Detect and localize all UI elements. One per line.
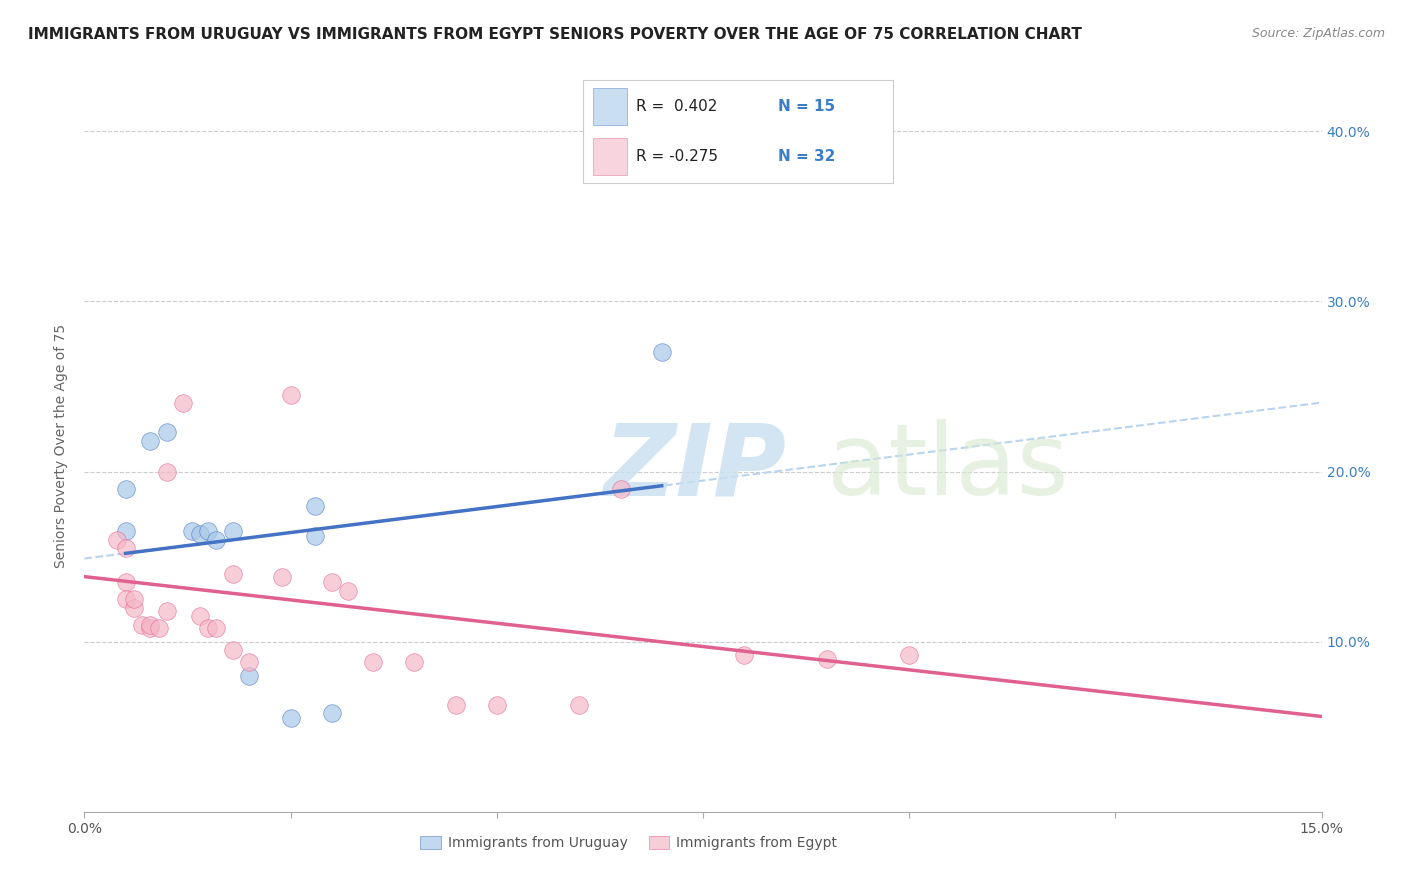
- Point: [197, 524, 219, 538]
- Point: [172, 396, 194, 410]
- Point: [139, 621, 162, 635]
- Point: [280, 711, 302, 725]
- Point: [361, 655, 384, 669]
- Point: [114, 541, 136, 555]
- Point: [205, 621, 228, 635]
- Point: [815, 651, 838, 665]
- Point: [609, 482, 631, 496]
- FancyBboxPatch shape: [593, 137, 627, 175]
- Text: R =  0.402: R = 0.402: [636, 99, 717, 114]
- Point: [304, 529, 326, 543]
- Point: [444, 698, 467, 712]
- Point: [271, 570, 294, 584]
- Point: [139, 617, 162, 632]
- Point: [188, 527, 211, 541]
- Point: [156, 465, 179, 479]
- Point: [337, 583, 360, 598]
- Legend: Immigrants from Uruguay, Immigrants from Egypt: Immigrants from Uruguay, Immigrants from…: [415, 830, 844, 856]
- Point: [139, 434, 162, 448]
- Point: [238, 655, 260, 669]
- Point: [733, 648, 755, 663]
- Text: N = 15: N = 15: [779, 99, 835, 114]
- Point: [188, 609, 211, 624]
- Point: [122, 600, 145, 615]
- Point: [404, 655, 426, 669]
- Point: [222, 566, 245, 581]
- Text: R = -0.275: R = -0.275: [636, 149, 718, 164]
- Y-axis label: Seniors Poverty Over the Age of 75: Seniors Poverty Over the Age of 75: [55, 324, 69, 568]
- Point: [321, 706, 343, 720]
- Point: [304, 499, 326, 513]
- Point: [321, 575, 343, 590]
- Text: N = 32: N = 32: [779, 149, 835, 164]
- Point: [148, 621, 170, 635]
- Point: [651, 345, 673, 359]
- Point: [114, 592, 136, 607]
- Point: [114, 524, 136, 538]
- Text: ZIP: ZIP: [605, 419, 787, 516]
- Point: [238, 668, 260, 682]
- Text: IMMIGRANTS FROM URUGUAY VS IMMIGRANTS FROM EGYPT SENIORS POVERTY OVER THE AGE OF: IMMIGRANTS FROM URUGUAY VS IMMIGRANTS FR…: [28, 27, 1083, 42]
- Text: Source: ZipAtlas.com: Source: ZipAtlas.com: [1251, 27, 1385, 40]
- Point: [131, 617, 153, 632]
- Point: [180, 524, 202, 538]
- Point: [205, 533, 228, 547]
- Point: [114, 482, 136, 496]
- Point: [485, 698, 508, 712]
- Point: [197, 621, 219, 635]
- Point: [156, 604, 179, 618]
- Point: [568, 698, 591, 712]
- Point: [114, 575, 136, 590]
- FancyBboxPatch shape: [593, 88, 627, 126]
- Point: [105, 533, 128, 547]
- Point: [222, 643, 245, 657]
- Text: atlas: atlas: [827, 419, 1069, 516]
- Point: [280, 388, 302, 402]
- Point: [222, 524, 245, 538]
- Point: [156, 425, 179, 440]
- Point: [122, 592, 145, 607]
- Point: [898, 648, 921, 663]
